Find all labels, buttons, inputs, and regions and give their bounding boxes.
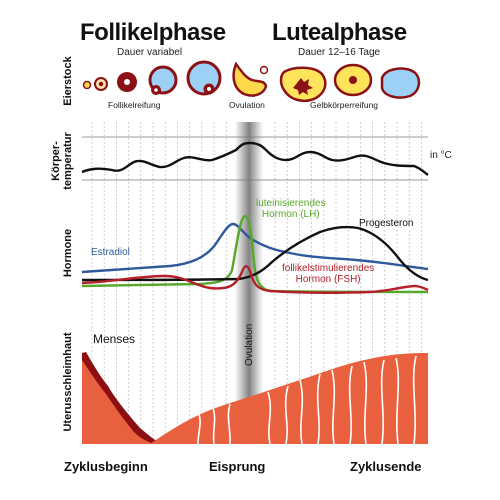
follicular-phase-duration: Dauer variabel	[117, 47, 183, 58]
endometrium-row-label: Uterusschleimhaut	[62, 332, 74, 432]
luteal-phase-duration: Dauer 12–16 Tage	[298, 47, 381, 58]
fsh-curve	[81, 265, 429, 294]
endometrium-regrowth	[150, 353, 428, 444]
cycle-end-label: Zyklusende	[350, 459, 422, 474]
follicular-phase-title: Follikelphase	[80, 19, 226, 46]
lh-label: luteinisierendes Hormon (LH)	[256, 198, 326, 220]
ruptured-follicle-icon	[232, 61, 268, 97]
ovulation-ovary-label: Ovulation	[229, 100, 265, 110]
ovulation-band-label: Ovulation	[244, 323, 255, 366]
estradiol-label: Estradiol	[91, 247, 130, 258]
temperature-row-label-line2: temperatur	[62, 132, 74, 190]
menses-label: Menses	[93, 332, 136, 346]
ovary-row-label: Eierstock	[62, 56, 74, 106]
lh-label-line2: Hormon (LH)	[261, 209, 320, 220]
endometrium-shed-lining	[82, 360, 158, 444]
corpus-luteum-label: Gelbkörperreifung	[310, 100, 379, 110]
temperature-row-label-line1: Körper-	[50, 141, 62, 181]
corpus-albicans-icon	[380, 67, 421, 99]
fsh-label: follikelstimulierendes Hormon (FSH)	[282, 263, 374, 285]
progesterone-label: Progesteron	[359, 218, 414, 229]
hormones-row-label: Hormone	[62, 228, 74, 278]
fsh-label-line1: follikelstimulierendes	[282, 263, 375, 274]
follicle-maturation-label: Follikelreifung	[108, 100, 161, 110]
temperature-row-label: Körper- temperatur	[50, 126, 74, 196]
progesterone-curve	[81, 225, 429, 282]
lh-label-line1: luteinisierendes	[256, 198, 326, 209]
endometrium-layer	[82, 352, 428, 445]
temperature-curve	[81, 141, 429, 176]
ovary-stages	[82, 60, 421, 102]
ovulation-axis-label: Eisprung	[209, 459, 266, 474]
cycle-start-label: Zyklusbeginn	[64, 459, 148, 474]
follicle-stage-1-icon	[82, 80, 92, 90]
temperature-unit-label: in °C	[430, 150, 452, 161]
fsh-label-line2: Hormon (FSH)	[295, 274, 361, 285]
endometrium-glands	[197, 355, 417, 445]
luteal-phase-title: Lutealphase	[272, 19, 407, 46]
released-egg-icon	[259, 65, 269, 75]
